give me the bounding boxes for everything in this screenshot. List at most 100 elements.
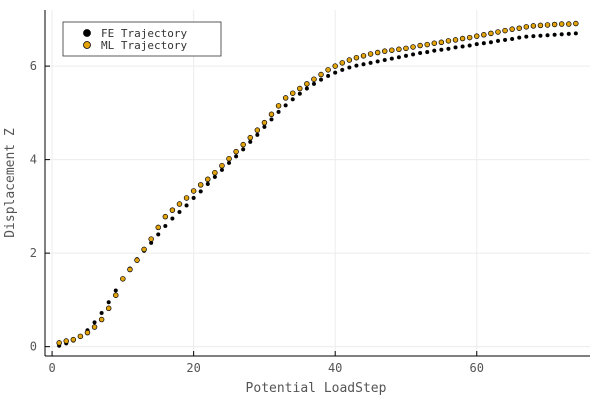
data-point <box>559 32 564 37</box>
data-point <box>283 103 288 108</box>
data-point <box>212 174 217 179</box>
x-tick-label: 20 <box>186 361 200 375</box>
data-point <box>91 324 98 330</box>
data-point <box>99 310 104 316</box>
data-point <box>261 119 268 126</box>
data-point <box>134 257 140 263</box>
series-fe-points <box>57 31 578 348</box>
data-point <box>141 246 147 253</box>
y-tick-label: 4 <box>30 153 37 167</box>
data-point <box>566 31 571 36</box>
data-point <box>460 44 465 49</box>
data-point <box>162 213 169 220</box>
data-point <box>410 52 416 57</box>
data-point <box>177 209 182 215</box>
data-point <box>481 41 486 46</box>
data-point <box>495 38 501 43</box>
data-point <box>176 201 183 207</box>
data-point <box>368 60 373 65</box>
data-point <box>346 57 353 63</box>
data-point <box>389 47 395 53</box>
data-point <box>467 43 472 48</box>
x-tick-label: 40 <box>328 361 342 375</box>
data-point <box>240 141 246 148</box>
data-point <box>148 236 154 242</box>
data-point <box>523 24 530 30</box>
data-points <box>56 20 579 348</box>
data-point <box>389 56 394 61</box>
x-tick-label: 60 <box>470 361 484 375</box>
data-point <box>219 167 225 172</box>
data-point <box>234 154 239 159</box>
data-point <box>347 65 352 70</box>
data-point <box>113 288 118 293</box>
data-point <box>417 42 423 49</box>
data-point <box>70 336 77 343</box>
data-point <box>226 155 232 162</box>
data-point <box>318 71 324 78</box>
data-point <box>516 25 522 31</box>
data-point <box>318 77 324 82</box>
data-point <box>184 203 189 208</box>
data-point <box>127 266 133 273</box>
data-point <box>197 182 204 188</box>
data-point <box>446 46 451 51</box>
data-point <box>212 169 218 176</box>
data-point <box>431 40 438 46</box>
data-point <box>290 97 295 102</box>
data-point <box>304 81 310 87</box>
data-point <box>524 34 529 39</box>
data-point <box>98 316 105 323</box>
data-point <box>382 57 387 63</box>
x-ticks: 0 20 40 60 <box>48 351 484 375</box>
data-point <box>418 50 423 56</box>
data-point <box>424 41 430 48</box>
data-point <box>191 195 196 201</box>
data-point <box>531 34 536 39</box>
data-point <box>573 31 578 36</box>
data-point <box>198 189 203 194</box>
data-point <box>552 32 557 37</box>
data-point <box>255 132 260 137</box>
legend: FE Trajectory ML Trajectory <box>62 21 222 57</box>
data-point <box>333 70 338 75</box>
data-point <box>488 30 494 37</box>
data-point <box>262 124 267 129</box>
data-point <box>445 38 452 44</box>
data-point <box>439 47 444 52</box>
data-point <box>297 85 303 92</box>
y-tick-label: 6 <box>30 59 37 73</box>
data-point <box>459 35 466 42</box>
data-point <box>304 86 309 91</box>
data-point <box>63 338 69 344</box>
data-point <box>205 176 211 183</box>
data-point <box>432 48 437 53</box>
x-axis-label: Potential LoadStep <box>246 381 387 396</box>
y-ticks: 0 2 4 6 <box>30 59 50 354</box>
data-point <box>502 27 508 34</box>
data-point <box>120 276 126 282</box>
data-point <box>113 292 119 298</box>
data-point <box>311 81 317 86</box>
data-point <box>488 40 493 45</box>
data-point <box>92 320 97 325</box>
grid-lines <box>45 10 590 356</box>
data-point <box>474 42 479 47</box>
data-point <box>375 59 380 64</box>
data-point <box>551 21 558 28</box>
data-point <box>544 22 551 28</box>
data-point <box>289 90 296 96</box>
data-point <box>466 34 473 41</box>
data-point <box>374 49 381 56</box>
data-point <box>573 20 579 27</box>
data-point <box>396 46 402 53</box>
data-point <box>226 160 232 165</box>
legend-label-fe: FE Trajectory <box>101 27 187 40</box>
data-point <box>106 300 111 305</box>
data-point <box>545 33 550 38</box>
data-point <box>325 67 331 73</box>
data-point <box>503 37 508 42</box>
data-point <box>510 36 515 42</box>
data-point <box>275 103 282 109</box>
